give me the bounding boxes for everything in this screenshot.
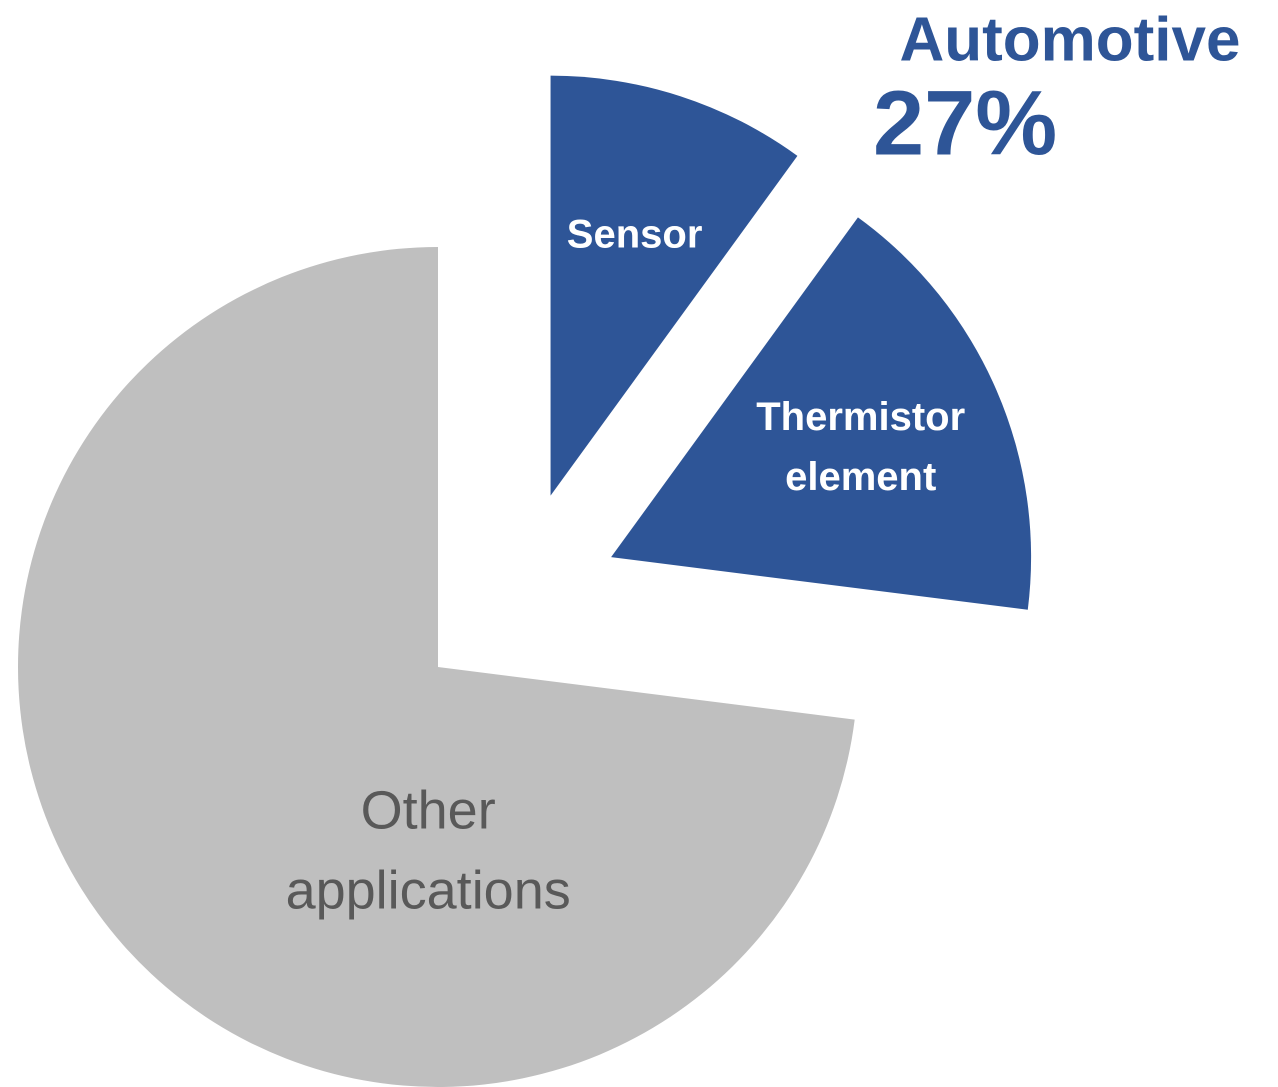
pie-slice	[550, 75, 798, 496]
slice-label: Other applications	[286, 781, 571, 921]
slice-label: Thermistor element	[756, 395, 965, 499]
annotation-text: Automotive	[900, 5, 1241, 74]
pie-slice	[18, 247, 855, 1087]
annotation-value: 27%	[873, 72, 1057, 174]
pie-slice	[611, 217, 1032, 610]
slice-label: Sensor	[567, 213, 703, 257]
